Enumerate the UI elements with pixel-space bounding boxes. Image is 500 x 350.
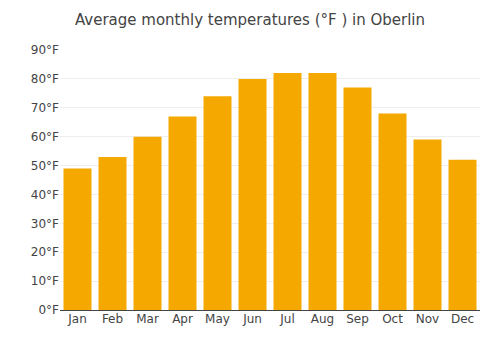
svg-text:80°F: 80°F (31, 72, 59, 86)
svg-text:30°F: 30°F (31, 217, 59, 231)
svg-text:Mar: Mar (136, 312, 159, 326)
svg-text:Nov: Nov (416, 312, 439, 326)
svg-text:20°F: 20°F (31, 245, 59, 259)
svg-text:50°F: 50°F (31, 159, 59, 173)
svg-text:70°F: 70°F (31, 101, 59, 115)
svg-text:10°F: 10°F (31, 274, 59, 288)
svg-text:Jun: Jun (242, 312, 262, 326)
svg-text:Sep: Sep (346, 312, 369, 326)
svg-text:Feb: Feb (102, 312, 123, 326)
svg-text:Dec: Dec (451, 312, 474, 326)
svg-text:Jul: Jul (279, 312, 294, 326)
svg-text:Average monthly temperatures (: Average monthly temperatures (°F ) in Ob… (75, 11, 425, 29)
svg-text:60°F: 60°F (31, 130, 59, 144)
svg-text:90°F: 90°F (31, 43, 59, 57)
svg-text:Jan: Jan (67, 312, 87, 326)
svg-text:0°F: 0°F (38, 303, 59, 317)
svg-text:Aug: Aug (311, 312, 334, 326)
svg-text:40°F: 40°F (31, 188, 59, 202)
svg-text:Oct: Oct (382, 312, 403, 326)
svg-text:Apr: Apr (172, 312, 193, 326)
svg-text:May: May (205, 312, 230, 326)
